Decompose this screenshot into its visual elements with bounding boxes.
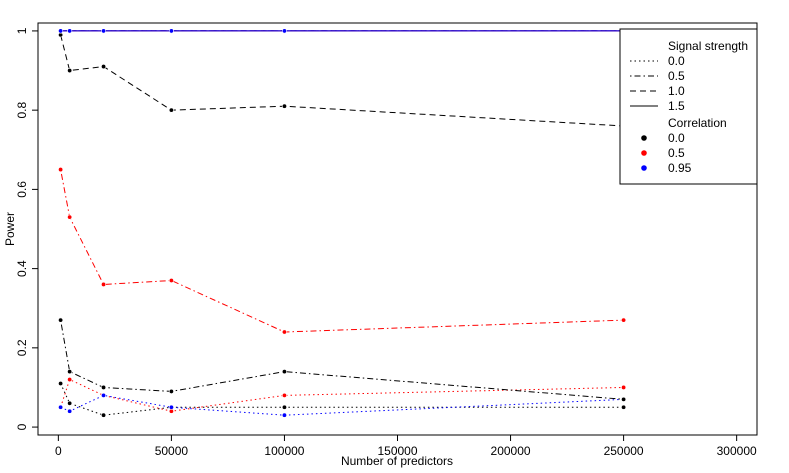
- data-point: [101, 384, 107, 390]
- data-point: [281, 404, 287, 410]
- data-point: [281, 392, 287, 398]
- data-point: [67, 400, 73, 406]
- data-point: [168, 388, 174, 394]
- legend-color-swatch: [641, 135, 647, 141]
- data-point: [67, 408, 73, 414]
- x-tick-label: 300000: [717, 444, 757, 458]
- legend-color-swatch: [641, 165, 647, 171]
- data-point: [281, 412, 287, 418]
- legend-color-title: Correlation: [668, 116, 727, 130]
- legend-color-label: 0.5: [668, 146, 685, 160]
- data-point: [58, 167, 64, 173]
- x-tick-label: 150000: [377, 444, 417, 458]
- data-point: [58, 317, 64, 323]
- x-tick-label: 250000: [604, 444, 644, 458]
- data-point: [281, 369, 287, 375]
- data-point: [58, 28, 64, 34]
- x-tick-label: 0: [55, 444, 62, 458]
- series-layer: [58, 28, 627, 418]
- series-line: [60, 34, 624, 127]
- data-point: [621, 384, 627, 390]
- x-tick-label: 50000: [155, 444, 189, 458]
- y-tick-label: 0: [15, 423, 29, 430]
- data-point: [101, 392, 107, 398]
- data-point: [101, 281, 107, 287]
- data-point: [58, 404, 64, 410]
- data-point: [168, 404, 174, 410]
- x-tick-label: 100000: [264, 444, 304, 458]
- x-tick-label: 200000: [491, 444, 531, 458]
- data-point: [621, 396, 627, 402]
- y-tick-label: 0.6: [15, 181, 29, 198]
- legend-color-label: 0.95: [668, 161, 692, 175]
- data-point: [281, 103, 287, 109]
- data-point: [101, 28, 107, 34]
- y-tick-label: 0.2: [15, 339, 29, 356]
- data-point: [67, 28, 73, 34]
- legend-linetype-label: 0.0: [668, 54, 685, 68]
- x-axis: 0 50000 100000 150000 200000 250000 300000: [55, 435, 757, 458]
- data-point: [101, 64, 107, 70]
- data-point: [168, 107, 174, 113]
- legend: Signal strength Correlation 0.00.51.01.5…: [619, 28, 758, 185]
- data-point: [621, 317, 627, 323]
- data-point: [168, 28, 174, 34]
- data-point: [58, 380, 64, 386]
- legend-color-label: 0.0: [668, 131, 685, 145]
- series-line: [60, 378, 624, 412]
- series-line: [60, 169, 624, 333]
- y-axis-title: Power: [3, 212, 17, 246]
- series-line: [60, 394, 624, 416]
- data-point: [621, 404, 627, 410]
- data-point: [168, 277, 174, 283]
- legend-linetype-label: 1.5: [668, 99, 685, 113]
- data-point: [281, 329, 287, 335]
- legend-color-swatch: [641, 150, 647, 156]
- series-line: [60, 320, 624, 400]
- series-line: [60, 383, 624, 416]
- y-axis: 0 0.2 0.4 0.6 0.8 1: [15, 27, 38, 430]
- data-point: [101, 412, 107, 418]
- x-axis-title: Number of predictors: [341, 454, 453, 468]
- y-tick-label: 0.8: [15, 101, 29, 118]
- y-tick-label: 1: [15, 27, 29, 34]
- data-point: [67, 377, 73, 383]
- legend-linetype-title: Signal strength: [668, 39, 748, 53]
- legend-linetype-label: 0.5: [668, 69, 685, 83]
- data-point: [67, 214, 73, 220]
- data-point: [281, 28, 287, 34]
- legend-linetype-label: 1.0: [668, 84, 685, 98]
- y-tick-label: 0.4: [15, 260, 29, 277]
- data-point: [67, 369, 73, 375]
- data-point: [67, 68, 73, 74]
